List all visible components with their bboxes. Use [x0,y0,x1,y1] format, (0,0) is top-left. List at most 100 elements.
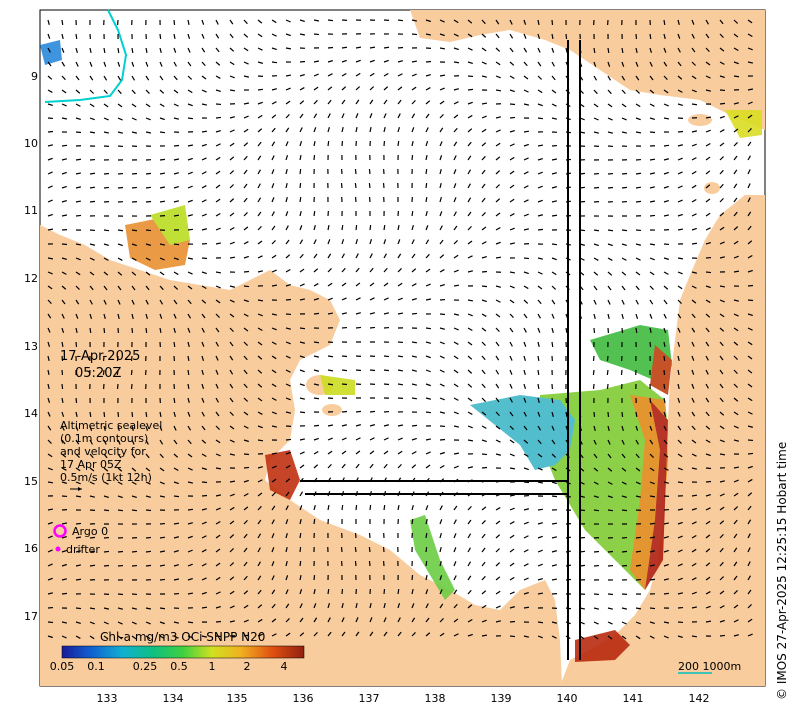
velocity-arrow [89,536,96,539]
velocity-arrow [453,101,459,105]
velocity-arrow [61,171,67,175]
velocity-arrow [201,157,207,161]
velocity-arrow [663,89,669,94]
velocity-arrow [509,129,515,133]
velocity-arrow [75,439,80,445]
velocity-arrow [733,299,739,302]
velocity-arrow [537,535,543,539]
velocity-arrow [453,519,457,525]
velocity-arrow [47,171,53,175]
velocity-arrow [635,89,641,94]
velocity-arrow [145,635,151,640]
velocity-arrow [215,605,221,609]
velocity-arrow [341,617,345,623]
velocity-arrow [467,128,473,133]
velocity-arrow [509,467,516,470]
velocity-arrow [481,102,488,105]
velocity-arrow [747,33,753,37]
velocity-arrow [495,299,501,303]
velocity-arrow [495,142,501,147]
velocity-arrow [173,341,176,348]
velocity-arrow [89,495,95,498]
velocity-arrow [229,369,234,375]
velocity-arrow [467,313,473,317]
velocity-arrow [61,522,68,525]
velocity-arrow [747,114,753,119]
velocity-arrow [607,439,611,445]
velocity-arrow [243,270,250,273]
velocity-arrow [159,243,166,246]
velocity-arrow [75,131,82,134]
velocity-arrow [103,439,107,445]
velocity-arrow [719,493,725,497]
velocity-arrow [229,184,234,189]
velocity-arrow [635,117,641,121]
velocity-arrow [621,621,627,625]
velocity-arrow [439,533,442,539]
velocity-arrow [341,504,344,511]
velocity-arrow [691,75,697,80]
velocity-arrow [187,355,190,362]
velocity-arrow [75,481,81,485]
velocity-arrow [733,492,739,497]
velocity-arrow [691,242,698,245]
velocity-arrow [383,113,387,119]
velocity-arrow [299,298,306,301]
velocity-arrow [621,425,624,431]
velocity-arrow [257,255,263,259]
velocity-arrow [719,241,725,245]
velocity-arrow [285,397,291,401]
velocity-arrow [243,411,249,416]
velocity-arrow [495,19,500,25]
velocity-arrow [593,47,596,54]
velocity-arrow [663,397,666,404]
velocity-arrow [145,285,150,291]
velocity-arrow [47,549,53,553]
velocity-arrow [705,129,711,133]
velocity-arrow [551,243,558,246]
velocity-arrow [705,620,712,623]
velocity-arrow [103,117,109,121]
velocity-arrow [495,170,501,175]
velocity-arrow [481,425,487,429]
velocity-arrow [187,397,190,403]
velocity-arrow [453,240,458,245]
velocity-arrow [481,142,487,147]
velocity-arrow [47,213,53,217]
velocity-arrow [453,533,457,539]
velocity-arrow [187,19,190,26]
velocity-arrow [313,574,316,581]
velocity-arrow [271,327,277,331]
velocity-arrow [677,228,684,231]
velocity-arrow [271,211,275,217]
velocity-arrow [369,602,372,609]
velocity-arrow [89,564,96,567]
velocity-arrow [453,411,459,415]
velocity-arrow [663,383,666,390]
velocity-arrow [201,130,208,133]
velocity-arrow [354,546,357,553]
velocity-arrow [453,114,459,119]
velocity-arrow [747,383,753,388]
velocity-arrow [299,168,302,175]
velocity-arrow [313,603,317,609]
velocity-arrow [719,115,725,119]
velocity-arrow [243,47,249,52]
velocity-arrow [467,197,472,203]
velocity-arrow [523,439,529,444]
velocity-arrow [47,383,50,390]
velocity-arrow [116,369,119,376]
velocity-arrow [117,495,123,499]
velocity-arrow [61,341,64,348]
velocity-arrow [733,102,739,105]
velocity-arrow [537,75,543,80]
velocity-arrow [663,481,669,484]
velocity-arrow [159,635,165,640]
velocity-arrow [75,522,82,525]
velocity-arrow [425,327,432,330]
velocity-arrow [159,299,164,305]
velocity-arrow [243,619,249,623]
velocity-arrow [635,327,638,334]
velocity-arrow [313,154,316,161]
strong-current-arrows [300,40,581,660]
